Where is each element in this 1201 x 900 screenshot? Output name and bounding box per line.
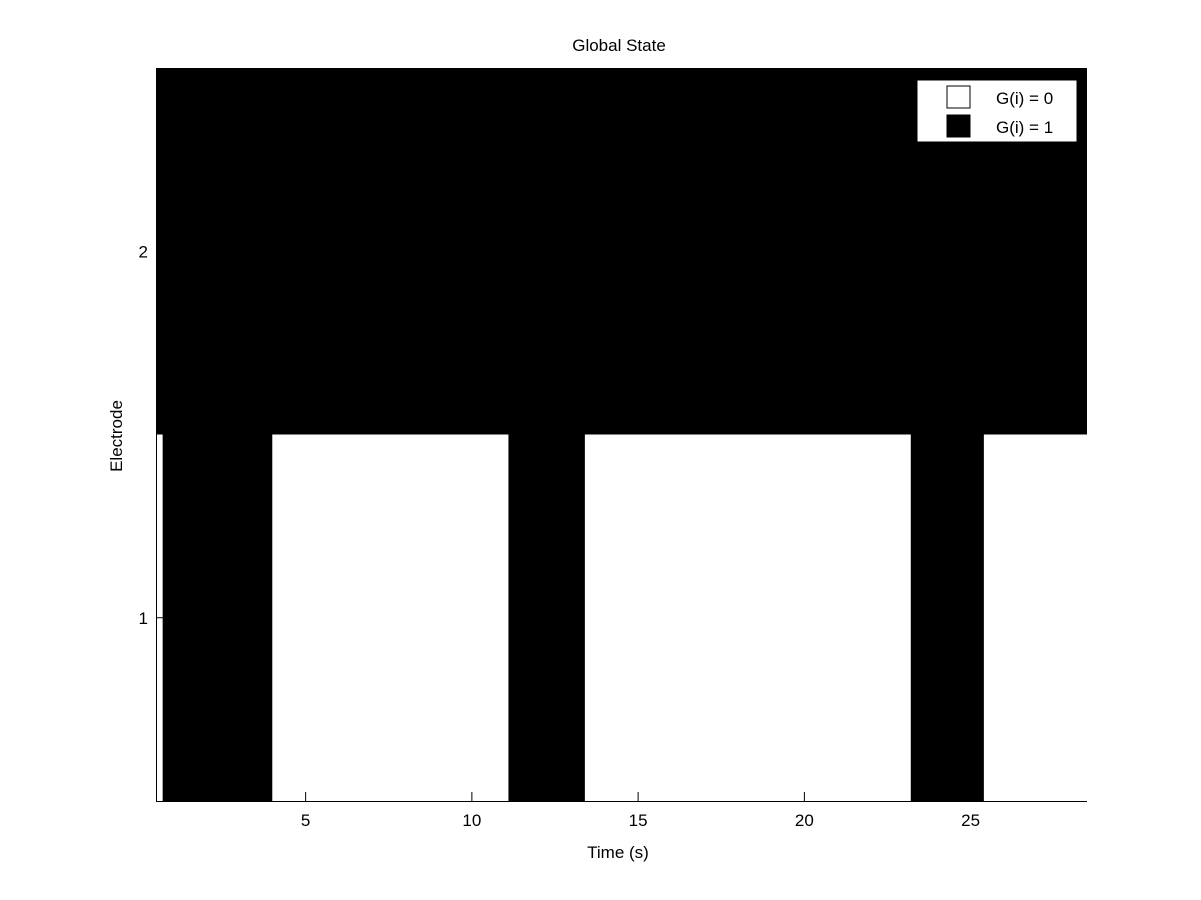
state-cell-e1-3 bbox=[584, 434, 911, 801]
state-cells bbox=[156, 68, 1087, 801]
state-cell-e1-0 bbox=[162, 434, 273, 801]
axes bbox=[156, 68, 1087, 802]
x-tick-label-25: 25 bbox=[961, 811, 980, 830]
state-cell-e1-5 bbox=[983, 434, 1087, 801]
x-tick-label-15: 15 bbox=[629, 811, 648, 830]
x-tick-label-20: 20 bbox=[795, 811, 814, 830]
y-ticks: 12 bbox=[139, 242, 165, 628]
legend-label-0: G(i) = 0 bbox=[996, 89, 1053, 108]
state-cell-e1-4 bbox=[910, 434, 984, 801]
x-tick-label-5: 5 bbox=[301, 811, 310, 830]
legend-swatch-1 bbox=[946, 114, 971, 138]
x-tick-label-10: 10 bbox=[462, 811, 481, 830]
state-cell-e1-2 bbox=[508, 434, 585, 801]
chart-title: Global State bbox=[572, 36, 666, 55]
legend-label-1: G(i) = 1 bbox=[996, 118, 1053, 137]
x-axis-label: Time (s) bbox=[587, 843, 649, 862]
state-cell-e1-1 bbox=[272, 434, 509, 801]
x-ticks: 5 10 15 20 25 bbox=[301, 792, 980, 830]
legend-box bbox=[916, 79, 1078, 143]
y-axis-label: Electrode bbox=[107, 400, 126, 472]
legend-swatch-0 bbox=[946, 85, 971, 109]
y-tick-label-2: 2 bbox=[139, 242, 148, 261]
y-tick-label-1: 1 bbox=[139, 609, 148, 628]
legend: G(i) = 0 G(i) = 1 bbox=[916, 79, 1078, 143]
